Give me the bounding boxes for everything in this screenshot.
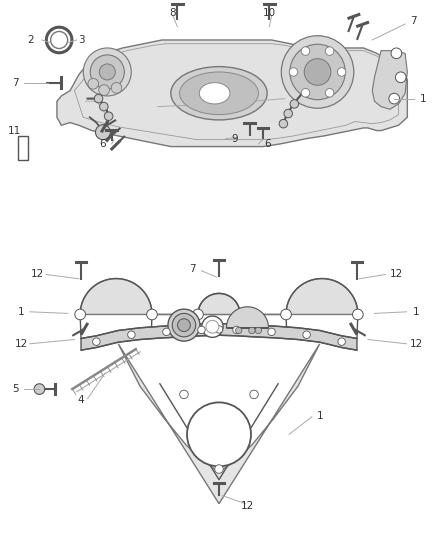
- Text: 11: 11: [7, 126, 21, 135]
- Circle shape: [215, 326, 223, 333]
- Circle shape: [255, 327, 261, 334]
- Circle shape: [301, 88, 310, 97]
- Circle shape: [187, 402, 251, 466]
- Ellipse shape: [180, 72, 258, 115]
- Polygon shape: [226, 307, 268, 328]
- Circle shape: [284, 109, 293, 118]
- Circle shape: [94, 94, 103, 103]
- Circle shape: [180, 390, 188, 399]
- Circle shape: [127, 331, 135, 338]
- Circle shape: [99, 85, 110, 95]
- Circle shape: [325, 47, 334, 55]
- Text: 6: 6: [99, 139, 106, 149]
- Polygon shape: [81, 324, 357, 350]
- Circle shape: [111, 83, 122, 93]
- Circle shape: [75, 309, 85, 320]
- Circle shape: [301, 47, 310, 55]
- Circle shape: [90, 55, 124, 89]
- Polygon shape: [80, 279, 240, 314]
- Circle shape: [83, 48, 131, 96]
- Circle shape: [99, 102, 108, 111]
- Text: 10: 10: [263, 9, 276, 18]
- Circle shape: [34, 384, 45, 394]
- Circle shape: [396, 72, 406, 83]
- Ellipse shape: [171, 67, 267, 120]
- Circle shape: [325, 88, 334, 97]
- Circle shape: [147, 309, 157, 320]
- Text: 12: 12: [390, 270, 403, 279]
- Circle shape: [338, 338, 346, 345]
- Text: 9: 9: [231, 134, 238, 143]
- Circle shape: [235, 309, 245, 320]
- Polygon shape: [57, 40, 407, 147]
- Text: 1: 1: [419, 94, 426, 103]
- Circle shape: [202, 316, 223, 337]
- Circle shape: [304, 59, 331, 85]
- Text: 1: 1: [413, 307, 420, 317]
- Text: 5: 5: [12, 384, 19, 394]
- Circle shape: [51, 31, 67, 49]
- Text: 7: 7: [189, 264, 196, 274]
- Text: 6: 6: [264, 139, 271, 149]
- Circle shape: [198, 326, 205, 334]
- Text: 12: 12: [31, 270, 44, 279]
- Circle shape: [289, 68, 298, 76]
- Circle shape: [268, 328, 276, 336]
- Circle shape: [290, 100, 299, 108]
- Circle shape: [172, 313, 196, 337]
- Circle shape: [337, 68, 346, 76]
- Text: 4: 4: [78, 395, 85, 405]
- Circle shape: [279, 119, 288, 128]
- Circle shape: [233, 326, 240, 334]
- Circle shape: [290, 44, 345, 100]
- Text: 7: 7: [12, 78, 19, 87]
- Circle shape: [95, 125, 110, 140]
- Circle shape: [249, 327, 255, 334]
- Text: 12: 12: [241, 502, 254, 511]
- Circle shape: [168, 309, 200, 341]
- Circle shape: [391, 48, 402, 59]
- Circle shape: [104, 112, 113, 120]
- Ellipse shape: [199, 83, 230, 104]
- Text: 2: 2: [27, 35, 34, 45]
- Circle shape: [177, 319, 191, 332]
- Circle shape: [215, 465, 223, 473]
- Circle shape: [389, 93, 399, 104]
- Circle shape: [88, 78, 99, 89]
- Bar: [18, 136, 28, 160]
- Circle shape: [162, 328, 170, 336]
- Circle shape: [92, 338, 100, 345]
- Text: 12: 12: [410, 339, 423, 349]
- Polygon shape: [198, 279, 358, 314]
- Text: 8: 8: [170, 9, 177, 18]
- Circle shape: [193, 309, 203, 320]
- Circle shape: [206, 320, 219, 333]
- Circle shape: [353, 309, 363, 320]
- Circle shape: [281, 36, 354, 108]
- Circle shape: [250, 390, 258, 399]
- Text: 12: 12: [14, 339, 28, 349]
- Text: 1: 1: [316, 411, 323, 421]
- Circle shape: [236, 327, 242, 334]
- Text: 3: 3: [78, 35, 85, 45]
- Text: 1: 1: [18, 307, 25, 317]
- Polygon shape: [118, 344, 320, 504]
- Circle shape: [99, 64, 115, 80]
- Polygon shape: [372, 51, 407, 109]
- Circle shape: [281, 309, 291, 320]
- Text: 7: 7: [410, 17, 417, 26]
- Circle shape: [303, 331, 311, 338]
